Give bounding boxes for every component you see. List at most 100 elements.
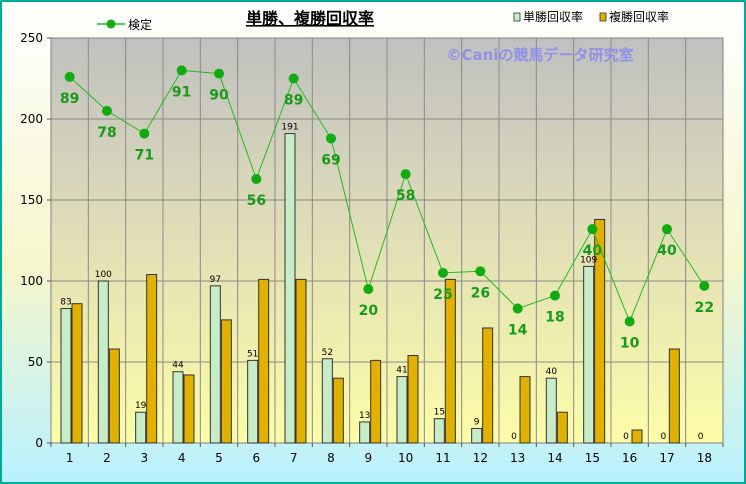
bar-win-label: 52 xyxy=(322,348,333,358)
x-tick-label: 8 xyxy=(327,451,335,465)
bar-win xyxy=(247,359,259,444)
x-tick-label: 14 xyxy=(547,451,562,465)
bar-win-label: 44 xyxy=(172,361,184,371)
bar-win-label: 41 xyxy=(396,366,407,376)
legend-label-place: 複勝回収率 xyxy=(609,9,669,24)
line-point-label: 25 xyxy=(433,287,452,303)
bar-win xyxy=(209,285,221,444)
line-point xyxy=(587,224,598,235)
x-tick-label: 3 xyxy=(141,451,149,465)
line-point xyxy=(475,266,486,277)
bar-win-label: 0 xyxy=(660,432,666,442)
legend-label-win: 単勝回収率 xyxy=(523,9,583,24)
x-tick-label: 2 xyxy=(103,451,111,465)
bar-win xyxy=(97,280,109,444)
line-point xyxy=(512,303,523,314)
line-point-label: 69 xyxy=(321,152,340,168)
line-point-label: 40 xyxy=(657,243,677,259)
x-tick-label: 12 xyxy=(473,451,488,465)
bar-win-label: 100 xyxy=(95,270,112,280)
x-tick-label: 13 xyxy=(510,451,525,465)
bar-series xyxy=(60,133,680,444)
line-point-label: 40 xyxy=(583,243,603,259)
line-point xyxy=(326,133,336,144)
legend: 検定 単勝回収率 複勝回収率 xyxy=(97,9,669,32)
bar-win-label: 0 xyxy=(511,432,517,442)
x-tick-label: 11 xyxy=(435,451,450,465)
line-point xyxy=(624,316,635,327)
bar-win xyxy=(583,265,595,444)
line-point-label: 58 xyxy=(396,188,415,204)
bar-place xyxy=(220,319,232,444)
bar-win-label: 40 xyxy=(546,367,558,377)
bar-place xyxy=(108,348,120,444)
y-tick-label: 50 xyxy=(28,355,43,369)
x-tick-label: 6 xyxy=(253,451,261,465)
line-point-label: 20 xyxy=(359,303,379,319)
y-axis: 0 50 100 150 200 250 xyxy=(20,31,51,450)
grid-lines xyxy=(51,38,723,443)
bar-win xyxy=(172,371,184,444)
line-point-label: 78 xyxy=(97,125,116,141)
bar-win xyxy=(321,358,333,444)
bar-place xyxy=(407,355,419,444)
line-point-label: 90 xyxy=(209,88,229,104)
bar-place xyxy=(668,348,680,444)
bar-place xyxy=(556,411,568,444)
bar-place xyxy=(594,218,606,444)
line-point xyxy=(102,105,112,116)
bar-win xyxy=(433,418,445,444)
y-tick-label: 250 xyxy=(20,31,43,45)
bar-place xyxy=(519,376,531,444)
bar-win xyxy=(359,421,371,444)
y-tick-label: 150 xyxy=(20,193,43,207)
legend-swatch-win xyxy=(513,12,521,22)
bar-place xyxy=(332,377,344,444)
bar-win xyxy=(471,427,483,444)
line-point-label: 22 xyxy=(695,300,714,316)
bar-win-label: 109 xyxy=(580,255,597,265)
bar-place xyxy=(370,359,382,444)
legend-label-line: 検定 xyxy=(128,17,152,32)
bar-place xyxy=(146,274,158,444)
bar-win-label: 51 xyxy=(247,349,258,359)
bar-win xyxy=(135,411,147,444)
line-point xyxy=(438,267,448,278)
line-point xyxy=(139,128,150,139)
y-tick-label: 200 xyxy=(20,112,43,126)
x-tick-label: 7 xyxy=(290,451,298,465)
bar-place xyxy=(444,278,456,444)
line-point-label: 71 xyxy=(135,148,154,164)
line-point-label: 56 xyxy=(247,193,266,209)
x-tick-label: 5 xyxy=(215,451,223,465)
bar-place xyxy=(482,327,494,444)
bar-win xyxy=(60,308,72,444)
line-point-label: 91 xyxy=(172,84,191,100)
bar-win-label: 0 xyxy=(623,432,629,442)
line-series xyxy=(64,65,710,327)
x-tick-label: 16 xyxy=(622,451,637,465)
bar-win-label: 191 xyxy=(281,123,298,133)
legend-marker-line xyxy=(106,19,116,29)
line-path xyxy=(69,69,705,323)
x-tick-label: 1 xyxy=(66,451,74,465)
y-tick-label: 100 xyxy=(20,274,43,288)
x-tick-label: 10 xyxy=(398,451,413,465)
bar-place xyxy=(295,278,307,444)
line-point xyxy=(64,71,75,82)
line-point xyxy=(662,224,672,235)
line-point xyxy=(214,68,224,79)
line-point xyxy=(699,280,710,291)
x-tick-label: 15 xyxy=(585,451,600,465)
bar-place xyxy=(183,374,195,444)
line-point xyxy=(288,73,299,84)
bar-win-label: 15 xyxy=(434,408,445,418)
bar-win xyxy=(545,377,557,444)
line-point xyxy=(176,65,187,76)
bar-win-label: 97 xyxy=(210,275,221,285)
x-axis: 1 2 3 4 5 6 7 8 9 10 11 12 13 14 15 16 17 18 xyxy=(50,443,724,465)
line-point-label: 89 xyxy=(284,93,303,109)
legend-swatch-place xyxy=(599,12,607,22)
